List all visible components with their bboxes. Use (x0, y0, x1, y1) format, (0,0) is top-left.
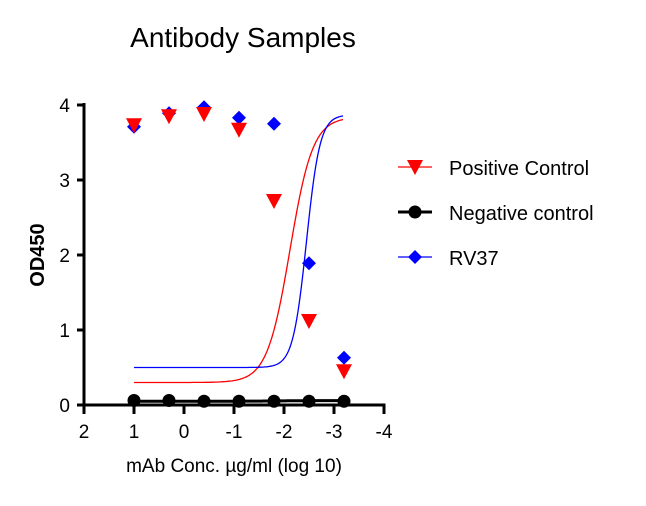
y-tick-label: 1 (59, 321, 70, 342)
data-point-positive-control (161, 109, 177, 125)
data-point-negative-control (302, 394, 316, 408)
data-point-positive-control (196, 107, 212, 122)
x-tick-label: 2 (79, 422, 90, 443)
y-tick-label: 4 (59, 96, 70, 117)
x-axis-label: mAb Conc. µg/ml (log 10) (126, 456, 342, 477)
data-point-negative-control (232, 394, 246, 408)
data-point-negative-control (162, 394, 176, 407)
legend-label: Negative control (449, 203, 594, 225)
legend-marker (408, 250, 422, 264)
data-point-positive-control (126, 118, 142, 134)
x-tick-label: -1 (226, 422, 243, 443)
legend-label: Positive Control (449, 158, 589, 180)
chart-title: Antibody Samples (130, 22, 356, 53)
y-tick-label: 2 (59, 246, 70, 267)
data-point-negative-control (337, 394, 351, 408)
x-tick-label: 0 (179, 422, 190, 443)
data-point-positive-control (336, 364, 352, 380)
y-tick-label: 3 (59, 171, 70, 192)
data-point-rv37 (337, 350, 351, 365)
data-point-positive-control (231, 122, 247, 138)
data-point-rv37 (232, 110, 246, 125)
y-tick-label: 0 (59, 396, 70, 417)
legend-label: RV37 (449, 248, 499, 270)
fit-curve-2 (134, 115, 344, 369)
data-point-negative-control (127, 394, 141, 407)
data-point-negative-control (267, 394, 281, 408)
data-point-rv37 (302, 256, 316, 271)
fit-curve-0 (134, 118, 344, 384)
data-point-negative-control (197, 394, 211, 408)
y-axis-label: OD450 (27, 223, 49, 286)
legend-marker (407, 160, 423, 175)
x-tick-label: -2 (276, 422, 293, 443)
data-point-positive-control (301, 314, 317, 329)
x-tick-label: -4 (376, 422, 393, 443)
data-point-positive-control (266, 194, 282, 209)
x-tick-label: 1 (129, 422, 140, 443)
legend-marker (408, 205, 422, 219)
x-tick-label: -3 (326, 422, 343, 443)
data-point-rv37 (267, 116, 281, 131)
